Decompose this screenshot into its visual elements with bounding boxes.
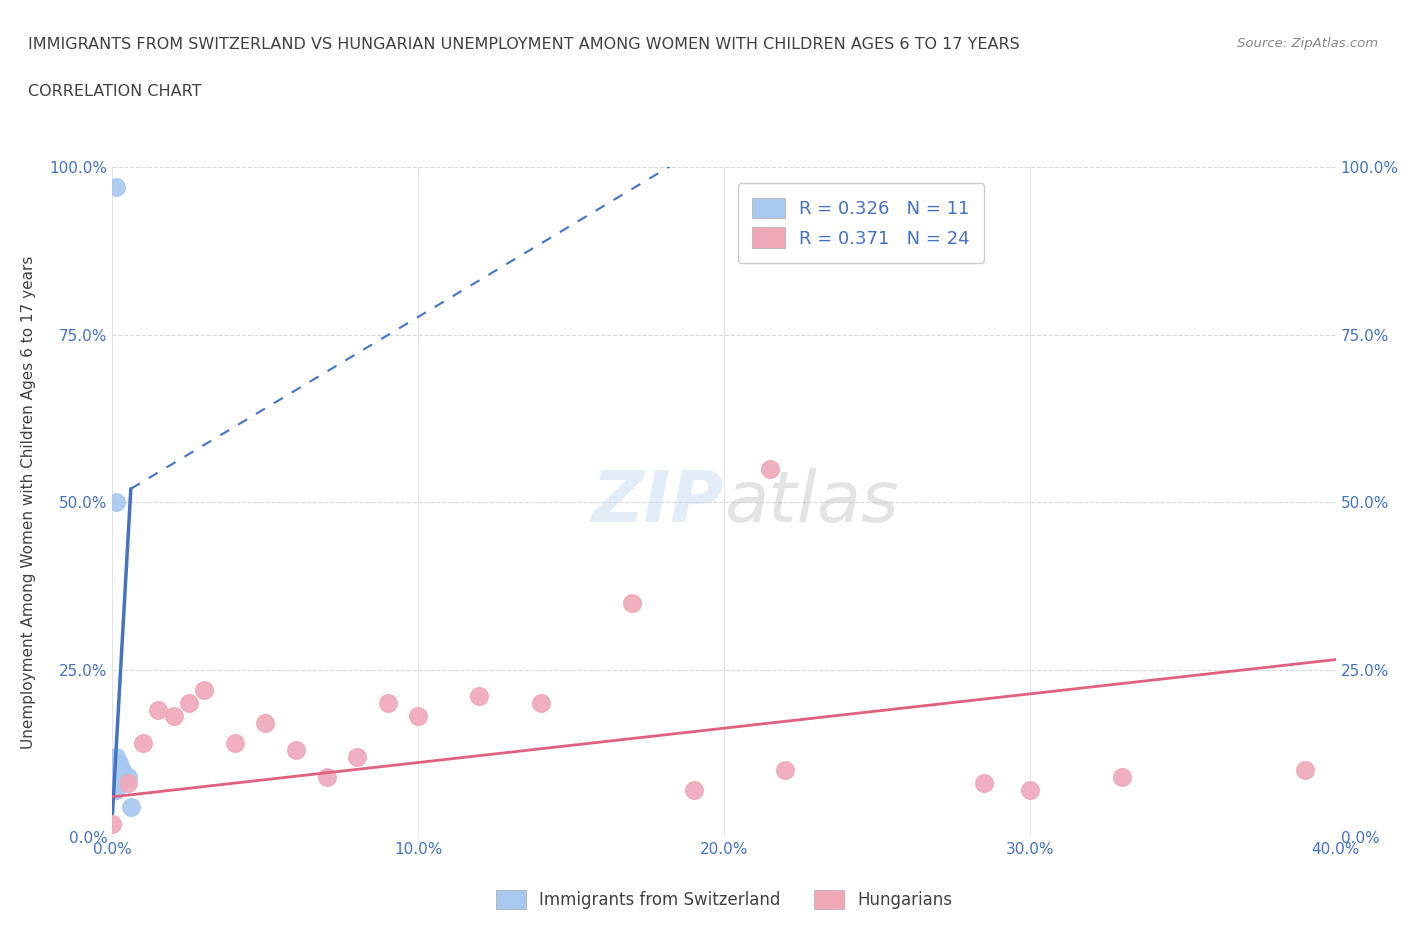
Point: [163, 709, 186, 724]
Point: [104, 180, 127, 195]
Point: [132, 736, 155, 751]
Point: [104, 750, 127, 764]
Point: [759, 461, 782, 476]
Point: [101, 817, 124, 831]
Point: [104, 769, 127, 784]
Text: ZIP: ZIP: [592, 468, 724, 537]
Point: [117, 769, 139, 784]
Point: [284, 742, 308, 757]
Point: [1294, 763, 1316, 777]
Point: [1018, 783, 1040, 798]
Point: [254, 716, 277, 731]
Point: [775, 763, 797, 777]
Legend: Immigrants from Switzerland, Hungarians: Immigrants from Switzerland, Hungarians: [489, 884, 959, 916]
Point: [148, 702, 170, 717]
Point: [107, 756, 129, 771]
Point: [107, 776, 129, 790]
Point: [530, 696, 553, 711]
Point: [315, 769, 337, 784]
Text: Source: ZipAtlas.com: Source: ZipAtlas.com: [1237, 37, 1378, 50]
Point: [973, 776, 995, 790]
Point: [193, 683, 215, 698]
Text: atlas: atlas: [724, 468, 898, 537]
Point: [682, 783, 704, 798]
Point: [468, 689, 491, 704]
Point: [104, 495, 127, 510]
Text: IMMIGRANTS FROM SWITZERLAND VS HUNGARIAN UNEMPLOYMENT AMONG WOMEN WITH CHILDREN : IMMIGRANTS FROM SWITZERLAND VS HUNGARIAN…: [28, 37, 1019, 52]
Point: [177, 696, 200, 711]
Y-axis label: Unemployment Among Women with Children Ages 6 to 17 years: Unemployment Among Women with Children A…: [21, 256, 35, 749]
Point: [1111, 769, 1133, 784]
Point: [104, 763, 127, 777]
Point: [408, 709, 430, 724]
Point: [377, 696, 399, 711]
Point: [104, 783, 127, 798]
Point: [621, 595, 644, 610]
Point: [224, 736, 246, 751]
Point: [117, 776, 139, 790]
Point: [346, 750, 368, 764]
Point: [120, 800, 142, 815]
Point: [111, 763, 134, 777]
Text: CORRELATION CHART: CORRELATION CHART: [28, 84, 201, 99]
